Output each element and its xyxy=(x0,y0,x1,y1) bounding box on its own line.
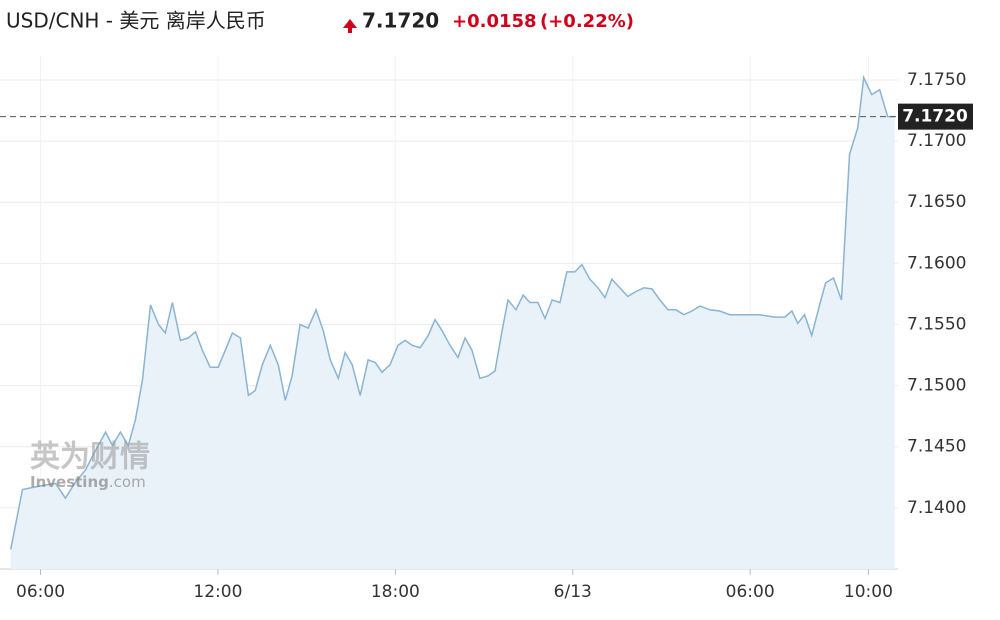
area xyxy=(10,77,895,569)
last-price-box xyxy=(898,103,973,130)
change-pct: (+0.22%) xyxy=(540,11,634,32)
line xyxy=(9,74,895,550)
x-tick-label: 6/13 xyxy=(554,582,592,602)
y-tick-label: 7.1700 xyxy=(907,131,966,151)
y-tick-label: 7.1650 xyxy=(907,192,966,212)
x-tick-label: 18:00 xyxy=(371,582,420,602)
y-tick-label: 7.1450 xyxy=(907,437,966,457)
x-tick-label: 06:00 xyxy=(726,582,775,602)
y-tick-label: 7.1600 xyxy=(907,253,966,273)
watermark-domain: .com xyxy=(109,473,146,491)
plot: 7.1400 7.1450 7.1500 7.1550 7.1600 7.1650 7.17… xyxy=(0,55,973,602)
change: +0.0158 xyxy=(452,11,537,32)
watermark-en: Investing.com xyxy=(30,473,146,491)
watermark-brand: Investing xyxy=(30,473,109,491)
y-tick-label: 7.1400 xyxy=(907,498,966,518)
y-tick-label: 7.1750 xyxy=(907,70,966,90)
y-tick-label: 7.1500 xyxy=(907,376,966,396)
last-price-label: 7.1720 xyxy=(902,107,968,127)
up-arrow xyxy=(343,19,357,33)
watermark-cn: 英为财情 xyxy=(30,440,150,475)
x-tick-label: 06:00 xyxy=(16,582,65,602)
y-tick-label: 7.1550 xyxy=(907,314,966,334)
x-tick-label: 10:00 xyxy=(844,582,893,602)
x-tick-label: 12:00 xyxy=(193,582,242,602)
title: USD/CNH - 美元 离岸人民币 xyxy=(6,9,266,33)
price: 7.1720 xyxy=(362,9,439,33)
